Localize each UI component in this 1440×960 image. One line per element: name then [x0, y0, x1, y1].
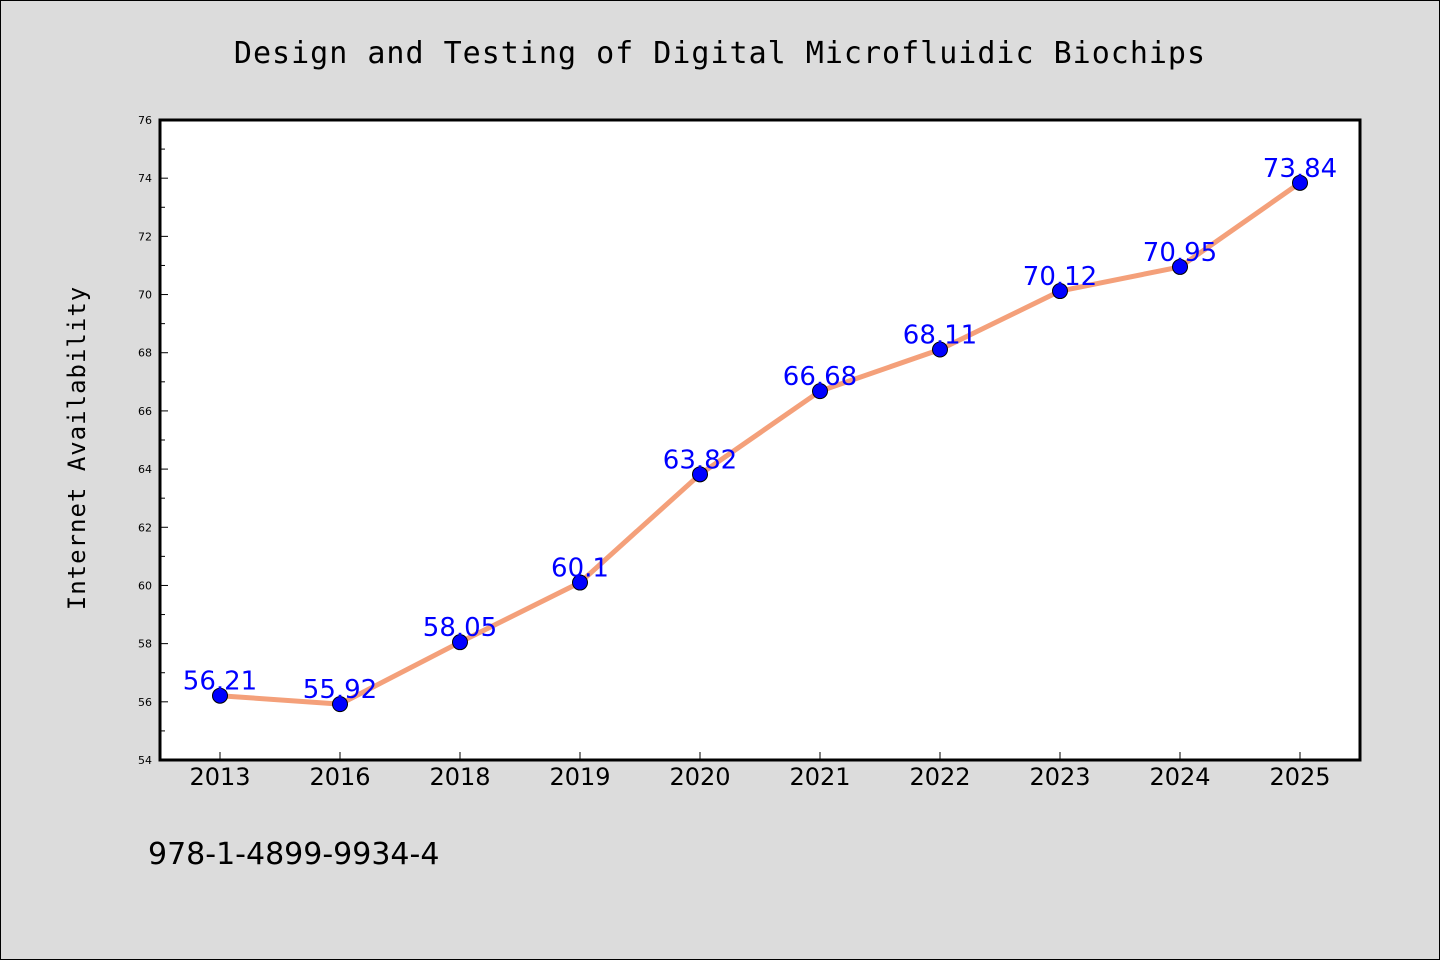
y-tick-label: 54	[138, 754, 152, 767]
y-tick-label: 64	[138, 463, 152, 476]
y-tick-label: 60	[138, 579, 152, 592]
x-tick-label: 2020	[669, 763, 730, 791]
x-tick-label: 2024	[1149, 763, 1210, 791]
x-tick-label: 2018	[429, 763, 490, 791]
isbn-footer: 978-1-4899-9934-4	[148, 837, 439, 872]
y-tick-label: 74	[138, 172, 152, 185]
data-label: 70.12	[1023, 262, 1097, 292]
series-line	[217, 180, 1303, 707]
plot-area	[158, 118, 1362, 762]
data-label: 66.68	[783, 362, 857, 392]
data-label: 56.21	[183, 667, 257, 697]
y-tick-label: 66	[138, 405, 152, 418]
data-label: 55.92	[303, 675, 377, 705]
y-axis-ticks: 54 56 58 60 62 64 66 68 70 72 74 76	[138, 114, 168, 767]
data-point	[1292, 174, 1308, 191]
y-tick-label: 56	[138, 696, 152, 709]
y-tick-label: 70	[138, 289, 152, 302]
data-point	[932, 341, 948, 358]
x-tick-label: 2021	[789, 763, 850, 791]
data-label: 63.82	[663, 445, 737, 475]
y-tick-label: 62	[138, 521, 152, 534]
x-tick-label: 2022	[909, 763, 970, 791]
x-axis-ticks: 2013 2016 2018 2019 2020 2021 2022 2023 2024 2025	[189, 752, 1331, 791]
x-tick-label: 2023	[1029, 763, 1090, 791]
data-point	[1172, 258, 1188, 275]
data-point	[812, 383, 828, 400]
data-point	[332, 696, 348, 713]
y-tick-label: 68	[138, 347, 152, 360]
y-axis-label: Internet Availability	[63, 286, 91, 610]
data-label: 58.05	[423, 613, 497, 643]
data-point	[572, 574, 588, 591]
data-points-group	[212, 174, 1308, 713]
data-point	[212, 687, 228, 704]
data-label: 70.95	[1143, 238, 1217, 268]
chart-title: Design and Testing of Digital Microfluid…	[234, 36, 1206, 71]
data-point	[452, 634, 468, 651]
data-point	[1052, 283, 1068, 300]
x-tick-label: 2019	[549, 763, 610, 791]
data-point	[692, 466, 708, 483]
data-label: 68.11	[903, 321, 977, 351]
series-line-group	[217, 180, 1303, 707]
y-tick-label: 58	[138, 638, 152, 651]
x-tick-label: 2025	[1269, 763, 1330, 791]
x-tick-label: 2013	[189, 763, 250, 791]
y-tick-label: 72	[138, 230, 152, 243]
x-tick-label: 2016	[309, 763, 370, 791]
data-label: 60.1	[551, 554, 609, 584]
y-tick-label: 76	[138, 114, 152, 127]
data-labels-group: 56.21 55.92 58.05 60.1 63.82 66.68 68.11 70.12 7…	[183, 154, 1337, 705]
data-label: 73.84	[1263, 154, 1337, 184]
